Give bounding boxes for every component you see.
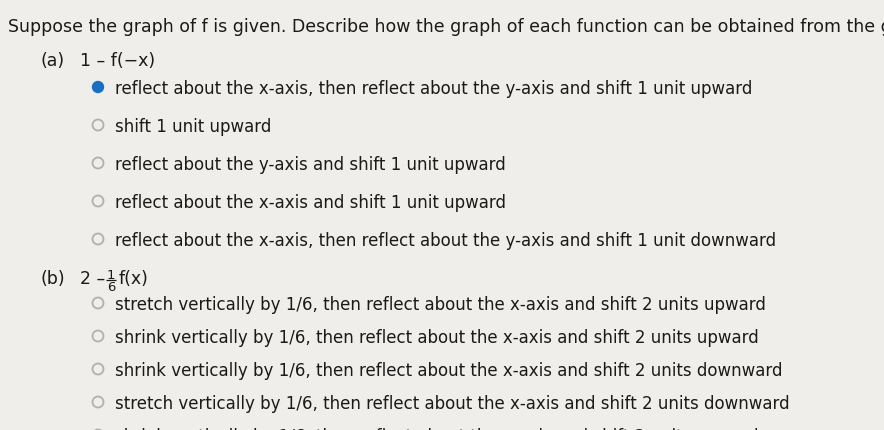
Text: 1 – f(−x): 1 – f(−x)	[80, 52, 155, 70]
Text: (b): (b)	[40, 270, 65, 288]
Text: f(x): f(x)	[119, 270, 149, 288]
Text: reflect about the x-axis, then reflect about the y-axis and shift 1 unit downwar: reflect about the x-axis, then reflect a…	[115, 232, 776, 250]
Text: shift 1 unit upward: shift 1 unit upward	[115, 118, 271, 136]
Text: shrink vertically by 1/6, then reflect about the y-axis and shift 2 units upward: shrink vertically by 1/6, then reflect a…	[115, 428, 758, 430]
Text: stretch vertically by 1/6, then reflect about the x-axis and shift 2 units downw: stretch vertically by 1/6, then reflect …	[115, 395, 789, 413]
Text: reflect about the x-axis, then reflect about the y-axis and shift 1 unit upward: reflect about the x-axis, then reflect a…	[115, 80, 752, 98]
Circle shape	[93, 82, 103, 92]
Text: shrink vertically by 1/6, then reflect about the x-axis and shift 2 units upward: shrink vertically by 1/6, then reflect a…	[115, 329, 758, 347]
Text: 1: 1	[107, 269, 116, 282]
Text: 2 –: 2 –	[80, 270, 110, 288]
Text: 6: 6	[107, 281, 116, 294]
Text: Suppose the graph of f is given. Describe how the graph of each function can be : Suppose the graph of f is given. Describ…	[8, 18, 884, 36]
Text: shrink vertically by 1/6, then reflect about the x-axis and shift 2 units downwa: shrink vertically by 1/6, then reflect a…	[115, 362, 782, 380]
Text: stretch vertically by 1/6, then reflect about the x-axis and shift 2 units upwar: stretch vertically by 1/6, then reflect …	[115, 296, 766, 314]
Text: (a): (a)	[40, 52, 65, 70]
Text: reflect about the x-axis and shift 1 unit upward: reflect about the x-axis and shift 1 uni…	[115, 194, 506, 212]
Text: reflect about the y-axis and shift 1 unit upward: reflect about the y-axis and shift 1 uni…	[115, 156, 506, 174]
